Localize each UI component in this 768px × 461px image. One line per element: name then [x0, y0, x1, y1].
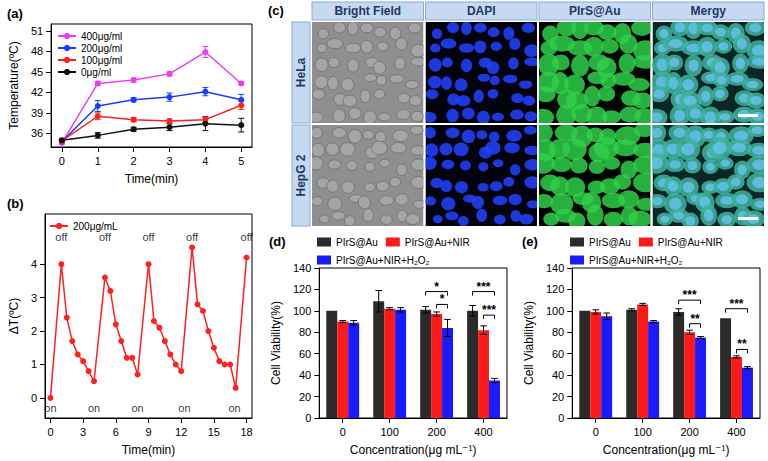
svg-text:off: off — [186, 231, 199, 243]
svg-text:**: ** — [690, 312, 700, 326]
svg-text:3: 3 — [31, 292, 37, 304]
svg-text:48: 48 — [31, 45, 43, 57]
svg-text:**: ** — [737, 337, 747, 351]
svg-text:200: 200 — [427, 426, 445, 438]
svg-text:15: 15 — [208, 426, 220, 438]
svg-text:3: 3 — [166, 155, 172, 167]
svg-text:2: 2 — [31, 325, 37, 337]
svg-text:***: *** — [730, 297, 744, 311]
svg-text:20: 20 — [299, 391, 311, 403]
svg-text:0: 0 — [59, 155, 65, 167]
svg-text:200μg/mL: 200μg/mL — [73, 221, 118, 232]
svg-text:200μg/ml: 200μg/ml — [81, 43, 122, 54]
svg-text:PIrS@Au: PIrS@Au — [569, 4, 621, 18]
svg-text:18: 18 — [240, 426, 252, 438]
svg-text:PIrS@Au+NIR: PIrS@Au+NIR — [405, 237, 470, 248]
svg-text:Time(min): Time(min) — [125, 172, 179, 186]
svg-text:on: on — [44, 402, 56, 414]
svg-text:PIrS@Au: PIrS@Au — [336, 237, 378, 248]
svg-text:51: 51 — [31, 25, 43, 37]
svg-text:PIrS@Au+NIR: PIrS@Au+NIR — [658, 237, 723, 248]
svg-text:60: 60 — [552, 348, 564, 360]
svg-text:HeLa: HeLa — [294, 58, 308, 88]
svg-text:off: off — [55, 231, 68, 243]
svg-text:***: *** — [482, 303, 496, 317]
svg-text:100μg/ml: 100μg/ml — [81, 55, 122, 66]
svg-text:Bright Field: Bright Field — [334, 4, 401, 18]
svg-text:off: off — [241, 231, 254, 243]
svg-text:4: 4 — [31, 258, 37, 270]
svg-text:80: 80 — [299, 326, 311, 338]
svg-text:Concentration(μg mL⁻¹): Concentration(μg mL⁻¹) — [350, 443, 477, 457]
svg-text:0: 0 — [31, 392, 37, 404]
svg-text:400: 400 — [727, 426, 745, 438]
svg-text:PIrS@Au: PIrS@Au — [589, 237, 631, 248]
svg-text:Cell Viability(%): Cell Viability(%) — [522, 301, 536, 385]
svg-text:120: 120 — [293, 283, 311, 295]
svg-text:12: 12 — [175, 426, 187, 438]
svg-text:80: 80 — [552, 326, 564, 338]
svg-text:0μg/ml: 0μg/ml — [81, 67, 111, 78]
svg-text:*: * — [434, 280, 439, 294]
svg-text:39: 39 — [31, 107, 43, 119]
svg-text:42: 42 — [31, 86, 43, 98]
svg-text:*: * — [440, 292, 445, 306]
svg-text:140: 140 — [546, 262, 564, 274]
svg-text:Mergy: Mergy — [691, 4, 727, 18]
svg-text:0: 0 — [558, 412, 564, 424]
svg-text:1: 1 — [95, 155, 101, 167]
svg-text:(d): (d) — [269, 234, 286, 249]
svg-text:PIrS@Au+NIR+H₂O₂: PIrS@Au+NIR+H₂O₂ — [589, 255, 683, 266]
svg-text:3: 3 — [80, 426, 86, 438]
svg-text:6: 6 — [113, 426, 119, 438]
svg-text:***: *** — [683, 288, 697, 302]
svg-text:45: 45 — [31, 66, 43, 78]
svg-text:36: 36 — [31, 127, 43, 139]
svg-text:HepG 2: HepG 2 — [294, 154, 308, 196]
svg-text:40: 40 — [299, 369, 311, 381]
svg-text:200: 200 — [680, 426, 698, 438]
svg-text:PIrS@Au+NIR+H₂O₂: PIrS@Au+NIR+H₂O₂ — [336, 255, 430, 266]
svg-text:100: 100 — [633, 426, 651, 438]
svg-text:400μg/ml: 400μg/ml — [81, 31, 122, 42]
svg-text:on: on — [178, 402, 190, 414]
svg-text:100: 100 — [380, 426, 398, 438]
svg-text:on: on — [131, 402, 143, 414]
svg-text:Temperature(ºC): Temperature(ºC) — [7, 41, 21, 129]
svg-text:9: 9 — [145, 426, 151, 438]
svg-text:0: 0 — [47, 426, 53, 438]
svg-text:0: 0 — [340, 426, 346, 438]
svg-text:20: 20 — [552, 391, 564, 403]
svg-text:(a): (a) — [7, 6, 23, 21]
svg-text:on: on — [88, 402, 100, 414]
svg-text:5: 5 — [238, 155, 244, 167]
svg-text:2: 2 — [131, 155, 137, 167]
svg-text:off: off — [99, 231, 112, 243]
svg-text:(b): (b) — [7, 196, 24, 211]
svg-text:1: 1 — [31, 358, 37, 370]
svg-text:40: 40 — [552, 369, 564, 381]
svg-text:Cell Viability(%): Cell Viability(%) — [269, 301, 283, 385]
svg-text:60: 60 — [299, 348, 311, 360]
svg-text:4: 4 — [202, 155, 208, 167]
svg-text:(e): (e) — [522, 234, 538, 249]
svg-text:off: off — [142, 231, 155, 243]
svg-text:ΔT(ºC): ΔT(ºC) — [7, 298, 21, 334]
svg-text:(c): (c) — [268, 3, 284, 18]
svg-text:***: *** — [477, 280, 491, 294]
svg-text:Time(min): Time(min) — [122, 443, 176, 457]
svg-text:100: 100 — [546, 305, 564, 317]
svg-text:0: 0 — [305, 412, 311, 424]
svg-text:400: 400 — [474, 426, 492, 438]
svg-text:140: 140 — [293, 262, 311, 274]
svg-text:120: 120 — [546, 283, 564, 295]
svg-text:Concentration(μg mL⁻¹): Concentration(μg mL⁻¹) — [603, 443, 730, 457]
svg-text:0: 0 — [593, 426, 599, 438]
svg-text:on: on — [228, 402, 240, 414]
svg-text:DAPI: DAPI — [467, 4, 496, 18]
svg-text:100: 100 — [293, 305, 311, 317]
